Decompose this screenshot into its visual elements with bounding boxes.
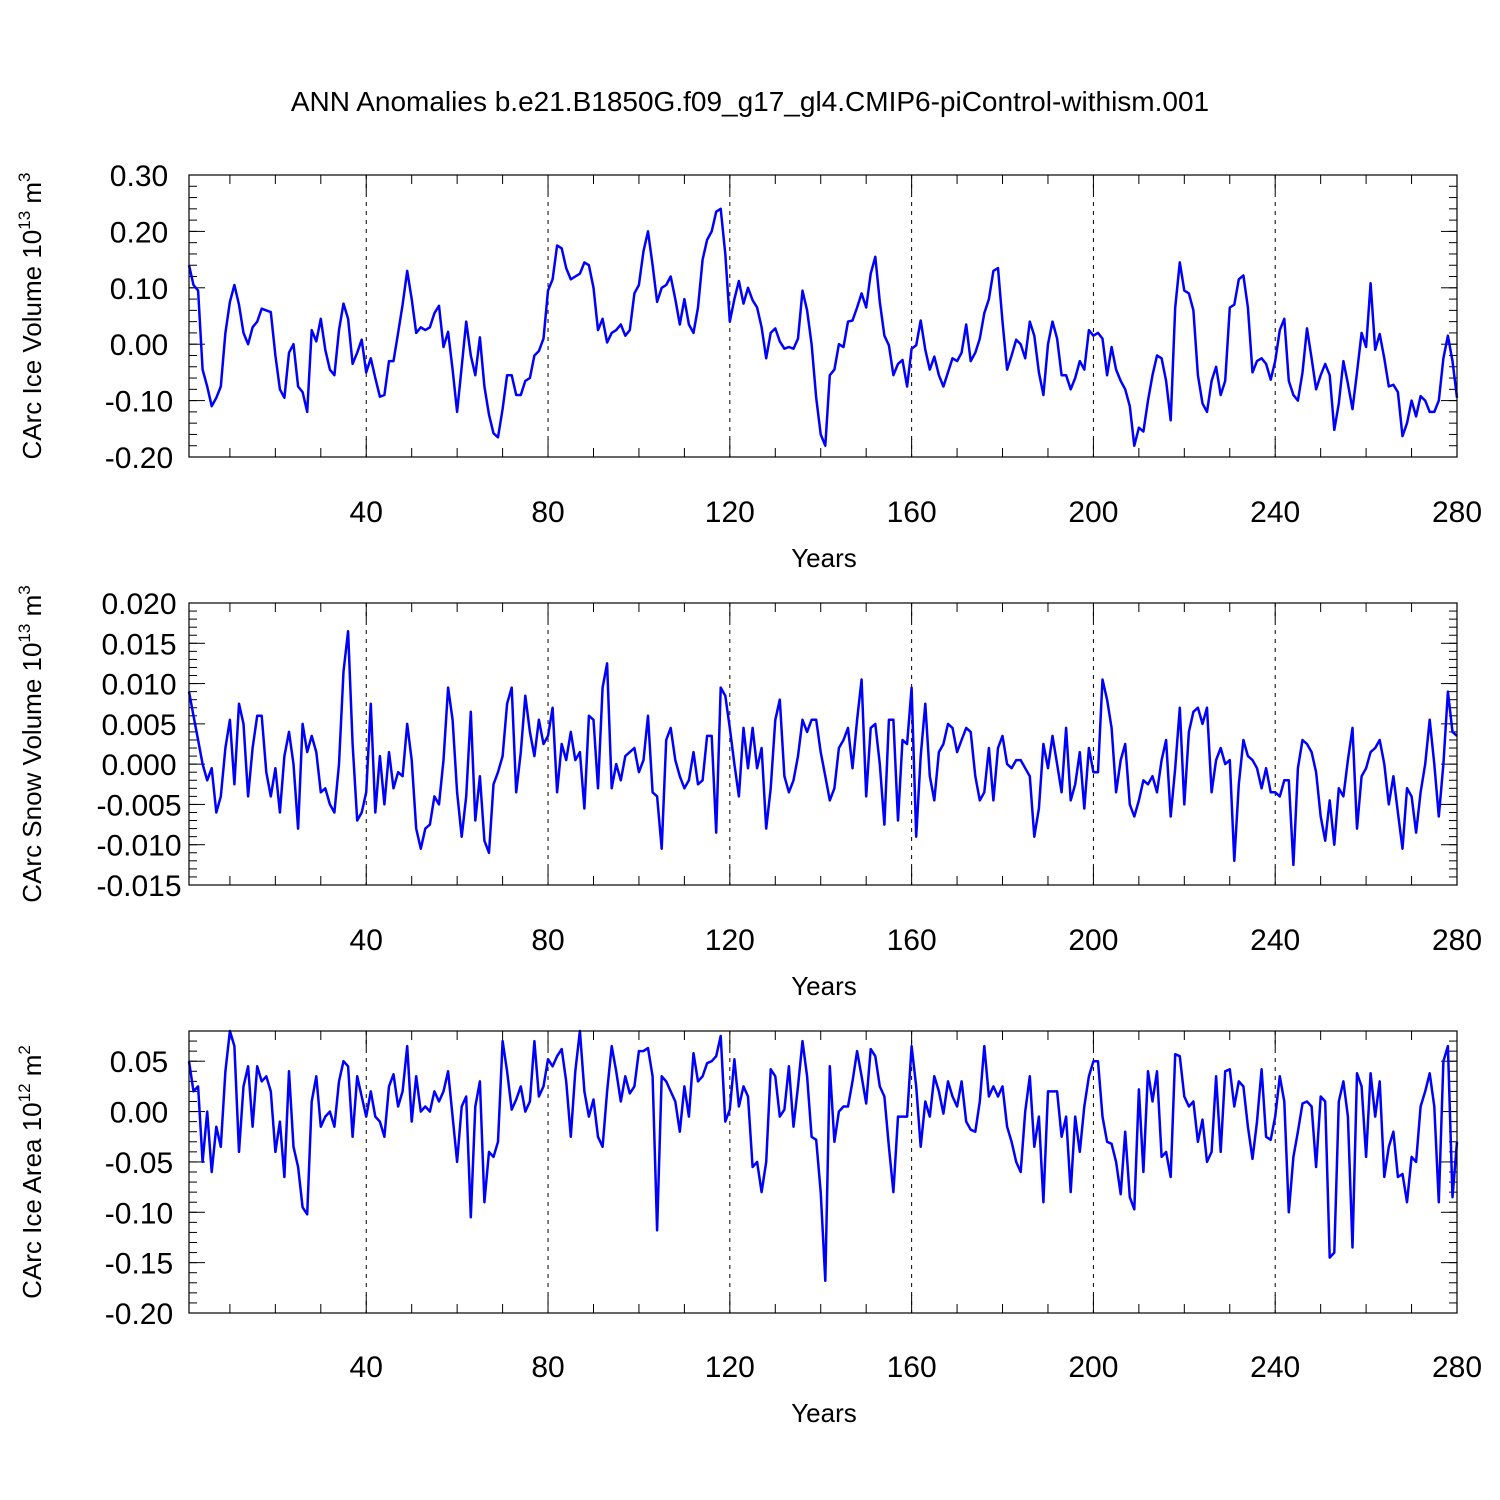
x-tick-label: 200: [1068, 496, 1118, 529]
y-tick-label: -0.05: [105, 1147, 173, 1180]
x-tick-label: 200: [1068, 1351, 1118, 1384]
x-tick-label: 80: [531, 496, 564, 529]
x-tick-label: 240: [1250, 924, 1300, 957]
y-tick-label: -0.010: [96, 830, 181, 863]
y-tick-label: -0.20: [105, 442, 173, 475]
x-tick-label: 40: [350, 496, 383, 529]
y-tick-label: 0.000: [101, 749, 176, 782]
x-tick-label: 200: [1068, 924, 1118, 957]
x-tick-label: 280: [1432, 496, 1482, 529]
x-tick-label: 120: [705, 924, 755, 957]
y-tick-label: -0.015: [96, 870, 181, 903]
x-axis-label: Years: [791, 1398, 857, 1428]
x-tick-label: 240: [1250, 1351, 1300, 1384]
y-axis-label: CArc Ice Area 1012 m2: [15, 1045, 47, 1299]
y-tick-label: 0.30: [110, 160, 168, 193]
chart-panel-3: -0.20 -0.15 -0.10 -0.05 0.00 0.05 40 80 120 160 20…: [15, 1029, 1482, 1428]
plot-frame: [188, 1030, 1458, 1314]
x-tick-label: 40: [350, 1351, 383, 1384]
series-line-1: [187, 1029, 1459, 1283]
chart-panel-1: -0.20 -0.10 0.00 0.10 0.20 0.30 40 80 120 160 200 2…: [15, 160, 1482, 573]
y-tick-label: 0.00: [110, 329, 168, 362]
y-tick-label: -0.10: [105, 1197, 173, 1230]
x-axis-label: Years: [791, 971, 857, 1001]
y-tick-label: 0.005: [101, 709, 176, 742]
x-axis-label: Years: [791, 543, 857, 573]
y-tick-label: 0.010: [101, 669, 176, 702]
series-line-1: [187, 207, 1459, 447]
x-tick-label: 80: [531, 1351, 564, 1384]
y-tick-label: 0.05: [110, 1046, 168, 1079]
y-axis-label: CArc Snow Volume 1013 m3: [15, 585, 47, 902]
x-tick-label: 40: [350, 924, 383, 957]
x-tick-label: 280: [1432, 924, 1482, 957]
y-tick-label: -0.15: [105, 1248, 173, 1281]
y-tick-label: 0.00: [110, 1097, 168, 1130]
y-tick-label: -0.20: [105, 1298, 173, 1331]
x-tick-label: 160: [887, 924, 937, 957]
chart-panel-2: -0.015 -0.010 -0.005 0.000 0.005 0.010 0.015 0.…: [15, 585, 1482, 1001]
figure-title: ANN Anomalies b.e21.B1850G.f09_g17_gl4.C…: [290, 86, 1210, 117]
x-tick-label: 240: [1250, 496, 1300, 529]
series-line-1: [187, 629, 1458, 867]
y-tick-label: -0.10: [105, 386, 173, 419]
x-tick-label: 80: [531, 924, 564, 957]
x-tick-label: 120: [705, 1351, 755, 1384]
y-tick-label: 0.10: [110, 273, 168, 306]
x-tick-label: 280: [1432, 1351, 1482, 1384]
y-tick-label: 0.20: [110, 216, 168, 249]
x-tick-label: 160: [887, 496, 937, 529]
y-axis-label: CArc Ice Volume 1013 m3: [15, 172, 47, 459]
y-tick-label: 0.015: [101, 628, 176, 661]
x-tick-label: 160: [887, 1351, 937, 1384]
y-tick-label: 0.020: [101, 588, 176, 621]
x-tick-label: 120: [705, 496, 755, 529]
plot-frame: [188, 174, 1458, 458]
y-tick-label: -0.005: [96, 789, 181, 822]
plot-frame: [188, 602, 1458, 886]
